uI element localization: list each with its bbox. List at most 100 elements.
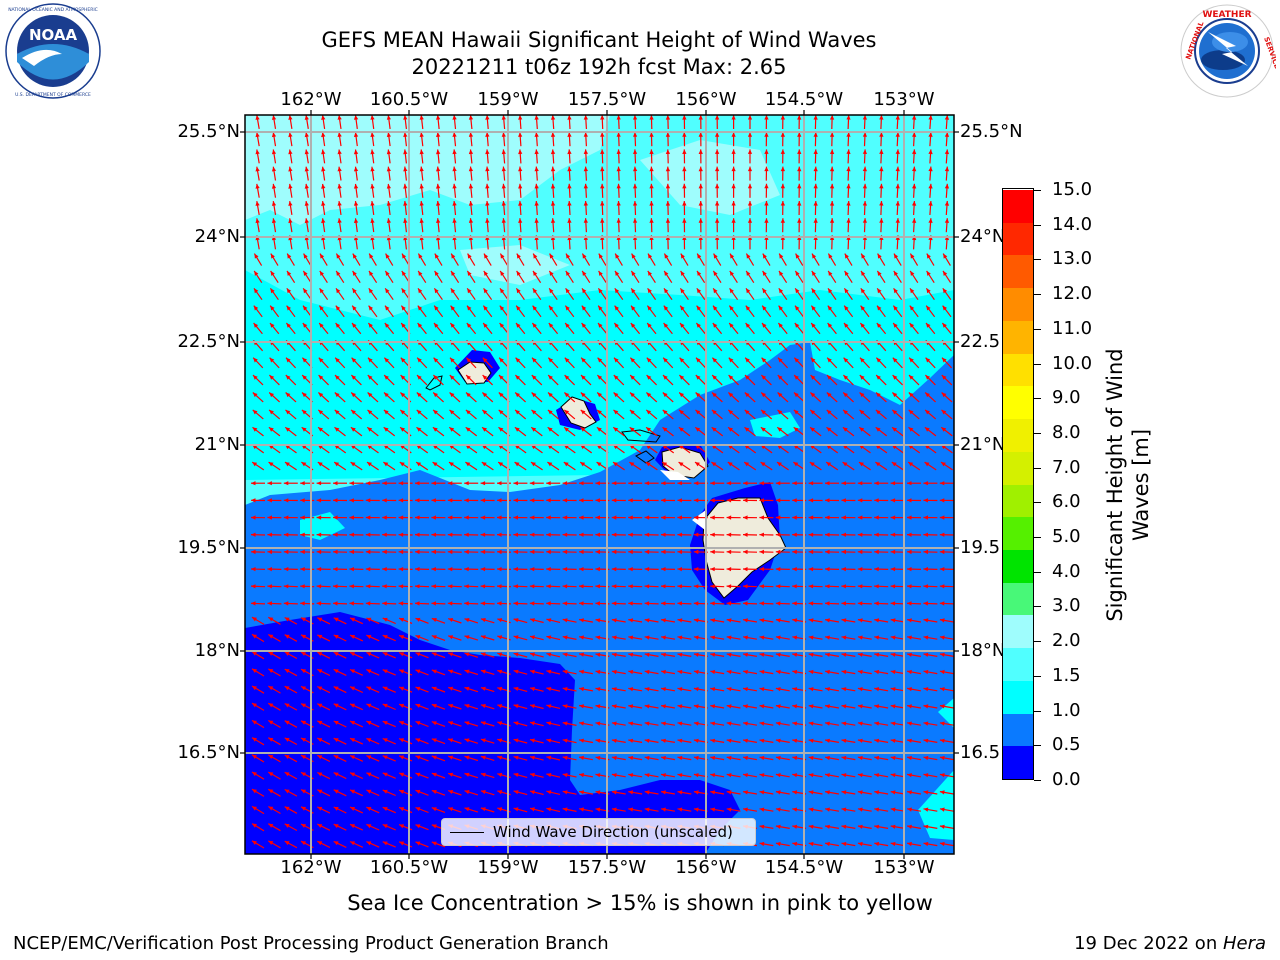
wave-arrow-head: [562, 481, 568, 486]
wave-arrow-head: [743, 790, 748, 795]
wave-arrow-head: [365, 481, 371, 486]
wave-arrow-head: [792, 601, 797, 606]
wave-arrow-head: [286, 288, 292, 294]
wave-arrow-head: [436, 218, 441, 223]
wave-arrow-head: [693, 584, 699, 589]
wave-arrow-head: [595, 738, 601, 743]
wave-arrow-head: [628, 807, 634, 812]
wave-arrow-head: [530, 755, 535, 760]
wave-arrow-head: [267, 515, 272, 520]
wave-arrow-head: [337, 183, 342, 189]
wave-arrow-head: [611, 704, 617, 709]
map-frame: [244, 114, 955, 855]
wave-arrow-head: [399, 635, 405, 640]
wave-arrow-head: [401, 270, 406, 276]
wave-arrow-head: [367, 375, 373, 380]
wave-arrow-head: [809, 462, 815, 467]
wave-arrow-head: [534, 149, 539, 155]
wave-arrow-head: [857, 687, 863, 692]
wave-arrow-head: [436, 132, 441, 137]
wave-arrow-head: [762, 288, 767, 294]
wave-arrow-head: [268, 737, 274, 742]
wave-arrow-head: [370, 218, 375, 223]
wave-arrow-head: [846, 201, 851, 206]
wave-arrow-head: [633, 166, 638, 172]
wave-arrow-head: [600, 149, 605, 154]
wave-arrow-head: [433, 357, 439, 363]
wave-arrow-head: [353, 201, 359, 206]
wave-arrow-head: [597, 375, 603, 380]
wave-arrow-head: [693, 807, 699, 812]
wave-arrow-head: [431, 601, 436, 606]
wave-arrow-head: [466, 392, 471, 398]
wave-arrow-head: [745, 357, 750, 363]
wave-arrow-head: [693, 790, 699, 795]
wave-arrow-head: [366, 789, 372, 794]
wave-arrow-head: [616, 115, 621, 120]
wave-arrow-head: [760, 462, 766, 467]
wave-arrow-head: [677, 584, 682, 589]
wave-arrow-head: [564, 409, 570, 415]
wave-arrow-head: [531, 375, 537, 380]
wave-arrow-head: [923, 618, 929, 623]
wave-arrow-head: [841, 669, 847, 675]
wave-arrow-head: [923, 498, 928, 503]
wave-arrow-head: [710, 755, 716, 761]
colorbar-tick: [1034, 710, 1041, 712]
wave-arrow-head: [775, 601, 781, 606]
wave-arrow-head: [857, 584, 863, 589]
wave-arrow-head: [336, 270, 341, 276]
wave-arrow-head: [579, 755, 584, 760]
wave-arrow-head: [480, 686, 486, 691]
wave-arrow-head: [628, 498, 633, 503]
wave-arrow-head: [628, 652, 634, 657]
wave-arrow-head: [925, 409, 930, 415]
wave-arrow-head: [877, 288, 882, 294]
wave-arrow-head: [316, 481, 322, 486]
wave-arrow-head: [303, 305, 308, 311]
wave-arrow-head: [778, 305, 783, 311]
wave-arrow-head: [595, 532, 600, 537]
wave-arrow-head: [434, 253, 439, 259]
wave-arrow-head: [317, 652, 323, 656]
wave-arrow-head: [825, 652, 830, 657]
wave-arrow-head: [841, 601, 846, 606]
wave-arrow-head: [644, 532, 650, 537]
wave-arrow-head: [515, 375, 521, 380]
wave-arrow-head: [384, 392, 389, 398]
wave-arrow-head: [480, 738, 486, 743]
wave-arrow-head: [515, 357, 521, 363]
wave-arrow-head: [628, 618, 634, 623]
wave-arrow-head: [661, 481, 666, 486]
wave-arrow-head: [333, 549, 338, 555]
wave-arrow-head: [808, 841, 814, 847]
wave-arrow-head: [499, 357, 504, 363]
wave-arrow-head: [912, 183, 917, 189]
wave-arrow-head: [829, 132, 835, 137]
wave-arrow-head: [415, 532, 420, 537]
wave-arrow-head: [682, 201, 687, 206]
wave-arrow-head: [712, 375, 717, 380]
wave-arrow-head: [301, 824, 306, 828]
wave-arrow-head: [513, 601, 518, 606]
wave-arrow-head: [595, 635, 601, 640]
wave-arrow-head: [728, 427, 733, 432]
lat-label-right: 19.5: [960, 537, 1001, 558]
wave-arrow-head: [743, 532, 748, 537]
lon-label-bottom: 156°W: [675, 857, 737, 878]
wave-arrow-head: [600, 201, 605, 206]
wave-arrow-head: [879, 149, 884, 154]
wave-arrow-head: [862, 201, 867, 206]
wave-arrow-head: [841, 618, 847, 623]
wave-arrow-head: [583, 166, 588, 172]
wave-arrow-head: [284, 737, 290, 742]
wave-arrow-head: [464, 772, 470, 777]
wave-arrow-head: [284, 772, 290, 777]
wave-arrow-head: [775, 515, 781, 520]
wave-arrow-head: [267, 549, 272, 555]
wave-arrow-head: [452, 183, 457, 189]
wave-arrow-head: [285, 427, 291, 432]
colorbar-tick: [1034, 190, 1041, 191]
wave-arrow-head: [942, 288, 948, 294]
wave-arrow-head: [893, 288, 898, 294]
